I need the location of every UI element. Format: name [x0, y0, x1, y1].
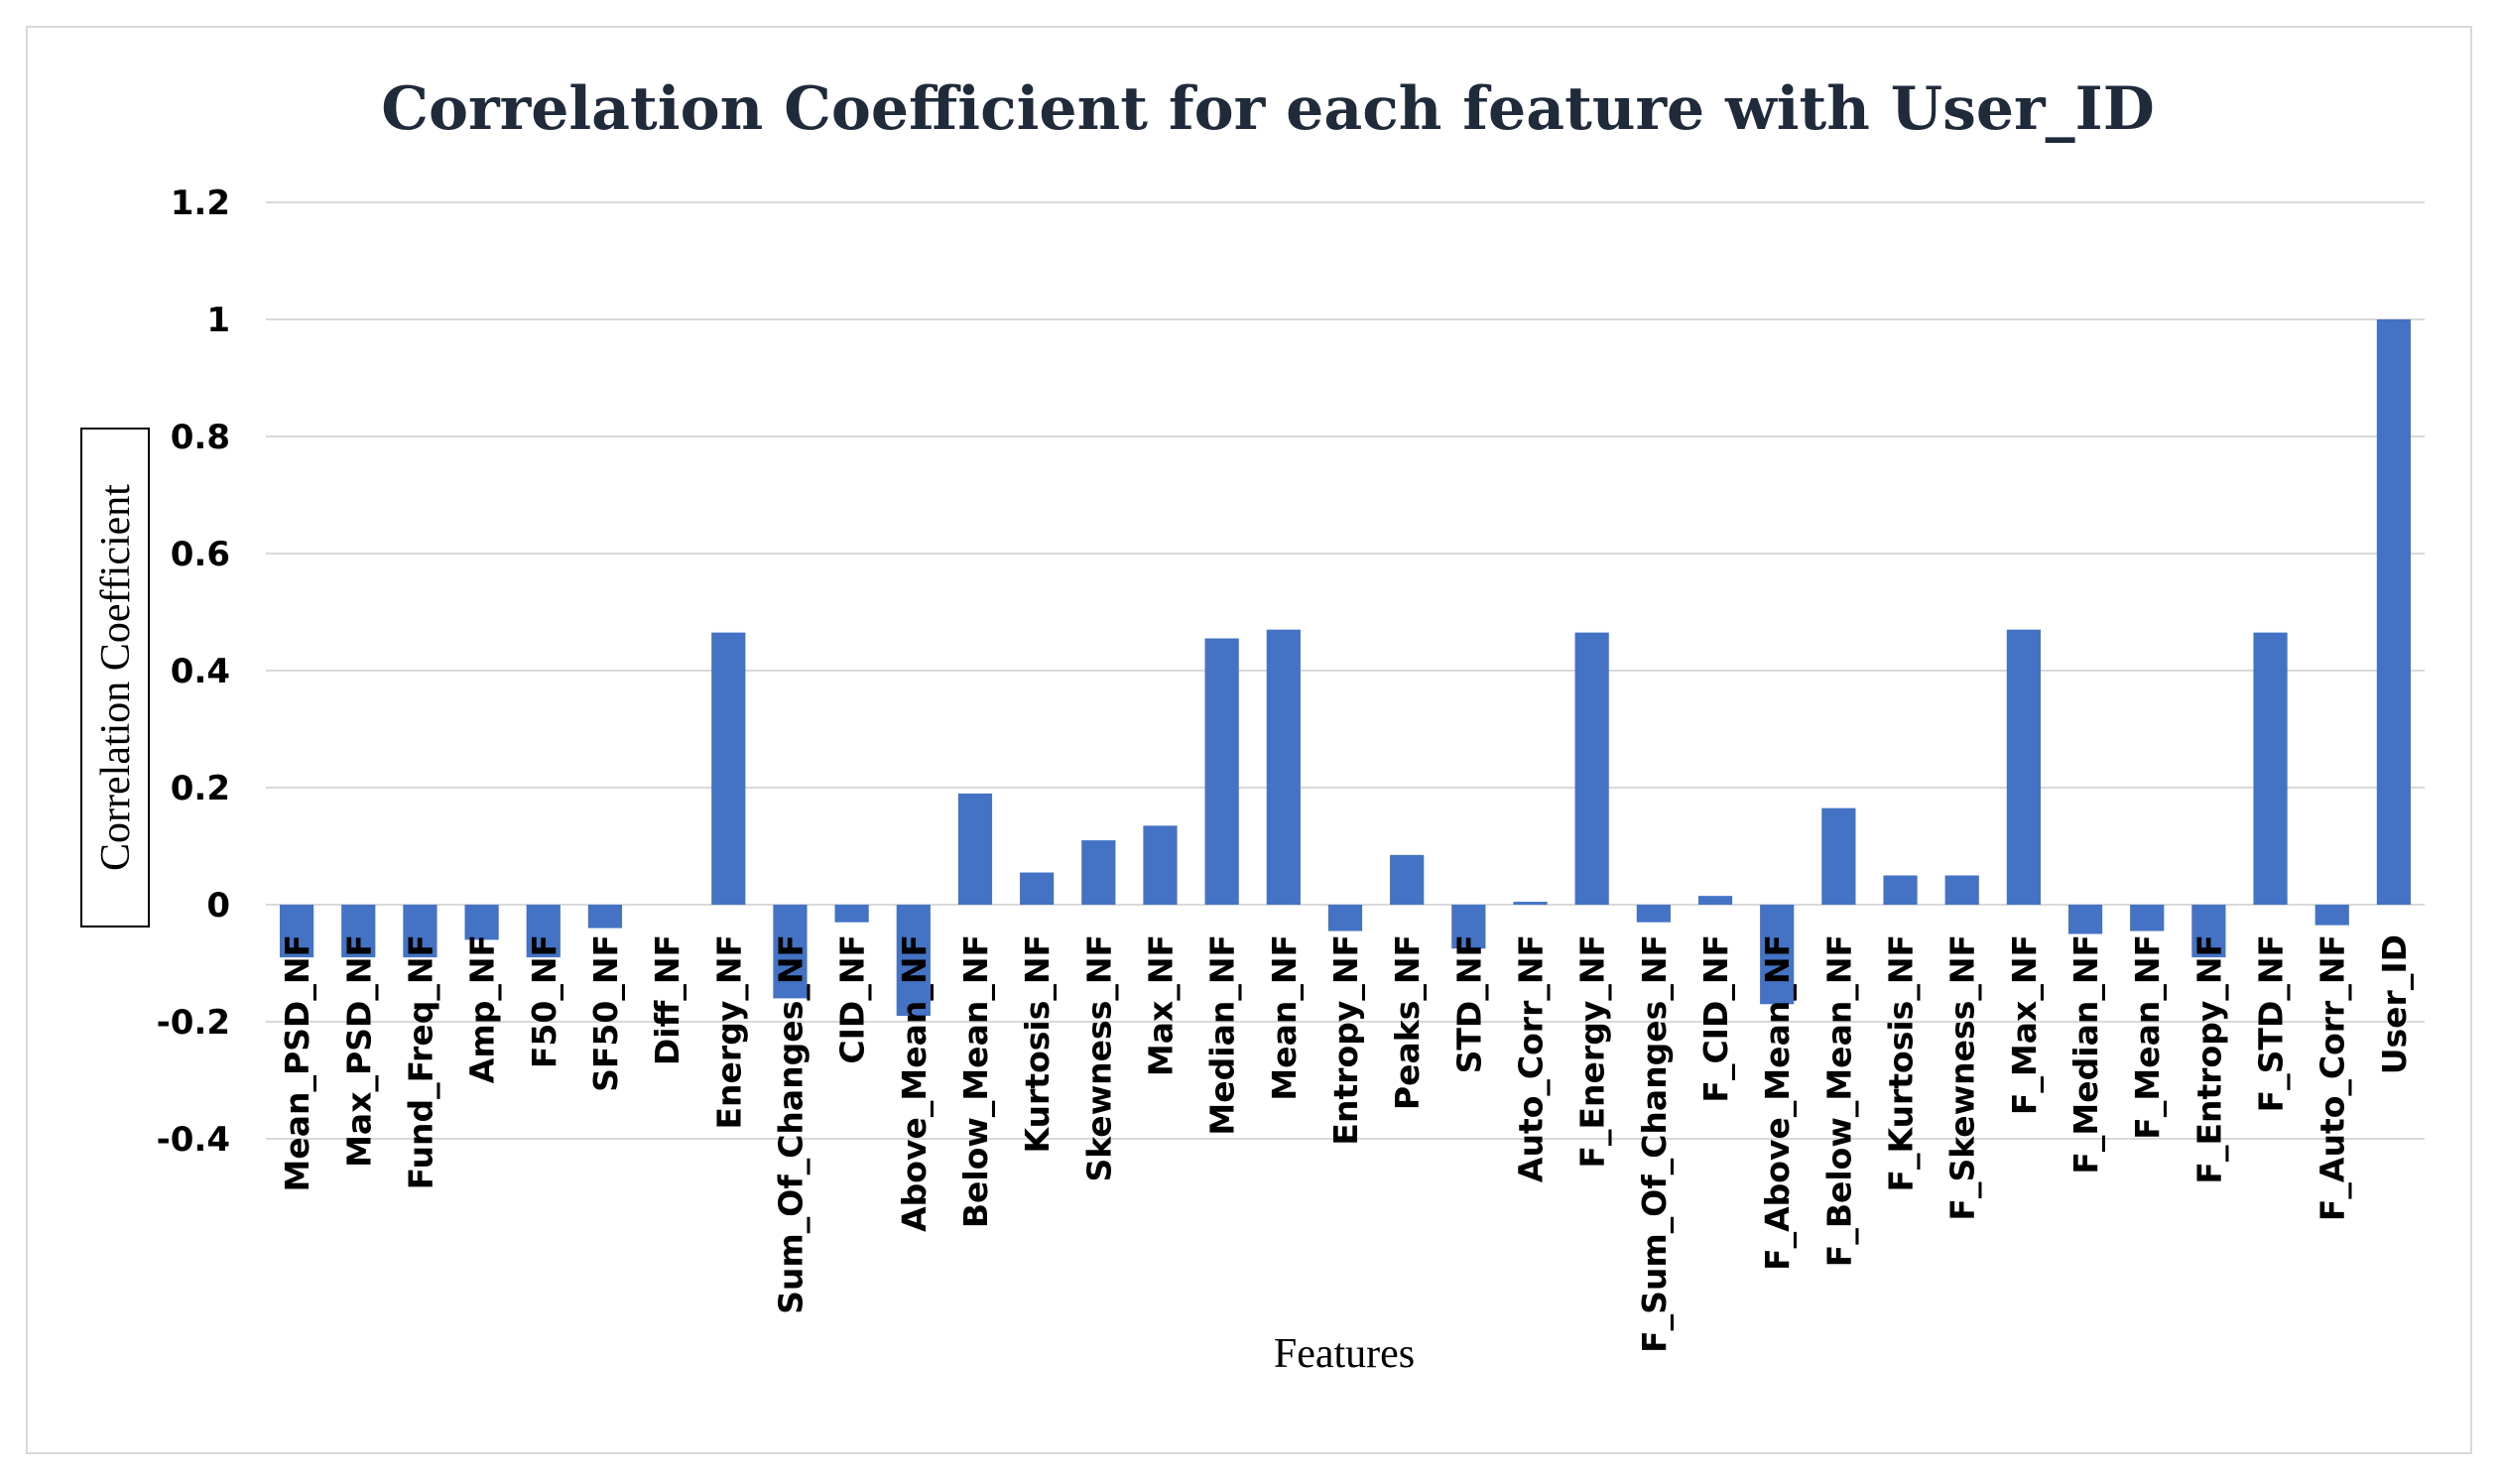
bar-f-max-nf [2006, 629, 2041, 905]
bar-kurtosis-nf [1020, 872, 1055, 905]
x-category-label: STD_NF [1449, 934, 1488, 1073]
bar-f-std-nf [2253, 632, 2288, 905]
x-category-label: Median_NF [1203, 934, 1242, 1136]
x-category-label: Below_Mean_NF [956, 934, 995, 1228]
y-tick-label: 0 [206, 886, 230, 926]
x-category-label: Amp_NF [463, 934, 502, 1083]
bar-skewness-nf [1081, 840, 1116, 905]
x-category-label: SF50_NF [586, 934, 625, 1092]
bar-mean-psd-nf [279, 905, 314, 958]
bar-f-energy-nf [1574, 632, 1609, 905]
y-tick-label: 1.2 [171, 184, 230, 223]
bar-f50-nf [526, 905, 561, 958]
bar-energy-nf [711, 632, 746, 905]
y-axis-title-box [80, 428, 150, 928]
x-category-label: Max_NF [1141, 934, 1180, 1076]
bar-f-sum-of-changes-nf [1636, 905, 1671, 923]
x-category-label: Mean_NF [1265, 934, 1304, 1101]
y-tick-label: 0.8 [171, 418, 230, 457]
bars [279, 319, 2412, 1017]
y-axis-title-group: Correlation Coefficient [80, 428, 150, 928]
bar-sum-of-changes-nf [773, 905, 808, 999]
bar-fund-freq-nf [403, 905, 437, 958]
y-tick-label: -0.4 [157, 1120, 230, 1160]
bar-above-mean-nf [896, 905, 931, 1017]
y-axis-title: Correlation Coefficient [93, 484, 139, 871]
x-category-label: Kurtosis_NF [1018, 934, 1057, 1153]
chart-frame: Correlation Coefficient for each feature… [26, 26, 2472, 1454]
x-category-label: Max_PSD_NF [339, 934, 378, 1168]
bar-f-auto-corr-nf [2314, 905, 2349, 926]
x-category-label: F_Median_NF [2066, 934, 2105, 1175]
x-category-label: F_Kurtosis_NF [1882, 934, 1921, 1192]
bar-f-median-nf [2067, 905, 2103, 934]
x-axis-category-labels: Mean_PSD_NF Max_PSD_NF Fund_Freq_NF Amp_NF F… [278, 934, 2414, 1353]
x-category-label: Sum_Of_Changes_NF [771, 934, 810, 1314]
y-tick-label: 0.6 [171, 535, 230, 574]
bar-f-skewness-nf [1944, 875, 1979, 905]
x-category-label: F_Skewness_NF [1943, 934, 1982, 1221]
x-category-label: F_Auto_Corr_NF [2313, 934, 2352, 1221]
x-category-label: F_STD_NF [2252, 934, 2291, 1112]
x-category-label: F_Below_Mean_NF [1819, 934, 1858, 1267]
bar-f-kurtosis-nf [1883, 875, 1918, 905]
bar-f-mean-nf [2130, 905, 2165, 931]
x-category-label: F_Mean_NF [2128, 934, 2167, 1140]
x-category-label: Fund_Freq_NF [401, 934, 439, 1189]
bar-f-cid-nf [1697, 896, 1733, 905]
x-category-label: F_Entropy_NF [2189, 934, 2228, 1184]
x-category-label: User_ID [2375, 934, 2414, 1074]
y-tick-label: 0.4 [171, 652, 230, 691]
bar-sf50-nf [587, 905, 623, 928]
y-tick-label: 0.2 [171, 769, 230, 808]
bar-max-psd-nf [341, 905, 376, 958]
bar-f-below-mean-nf [1821, 807, 1856, 905]
y-tick-label: -0.2 [157, 1003, 230, 1043]
x-category-label: Entropy_NF [1326, 934, 1365, 1146]
x-category-label: Mean_PSD_NF [278, 934, 316, 1192]
bar-amp-nf [464, 905, 499, 940]
x-category-label: F50_NF [525, 934, 563, 1068]
bar-peaks-nf [1390, 854, 1425, 905]
x-category-label: Peaks_NF [1388, 934, 1427, 1110]
x-category-label: F_Above_Mean_NF [1758, 934, 1797, 1271]
bar-max-nf [1143, 825, 1178, 905]
bar-below-mean-nf [957, 793, 993, 905]
bar-cid-nf [834, 905, 869, 923]
y-axis-tick-labels: 1.2 1 0.8 0.6 0.4 0.2 0 -0.2 -0.4 [157, 184, 230, 1160]
x-category-label: Skewness_NF [1079, 934, 1118, 1182]
x-category-label: Energy_NF [709, 934, 748, 1130]
grid-lines [266, 201, 2425, 1140]
x-category-label: F_Sum_Of_Changes_NF [1635, 934, 1674, 1353]
x-category-label: Above_Mean_NF [895, 934, 934, 1232]
bar-f-above-mean-nf [1760, 905, 1795, 1005]
x-category-label: Diff_NF [648, 934, 687, 1065]
bar-entropy-nf [1327, 905, 1363, 931]
bar-f-entropy-nf [2191, 905, 2226, 958]
bar-user-id [2376, 319, 2412, 905]
y-tick-label: 1 [206, 301, 230, 340]
chart-svg: Correlation Coefficient for each feature… [80, 74, 2425, 1377]
bar-median-nf [1204, 638, 1239, 905]
bar-mean-nf [1266, 629, 1301, 905]
x-category-label: F_Energy_NF [1573, 934, 1612, 1169]
x-category-label: F_CID_NF [1696, 934, 1735, 1103]
bar-auto-corr-nf [1513, 902, 1548, 905]
chart-title: Correlation Coefficient for each feature… [381, 74, 2155, 144]
x-axis-title: Features [1274, 1331, 1415, 1377]
x-category-label: Auto_Corr_NF [1512, 934, 1551, 1182]
bar-std-nf [1451, 905, 1486, 949]
x-category-label: CID_NF [833, 934, 872, 1064]
x-category-label: F_Max_NF [2005, 934, 2044, 1115]
